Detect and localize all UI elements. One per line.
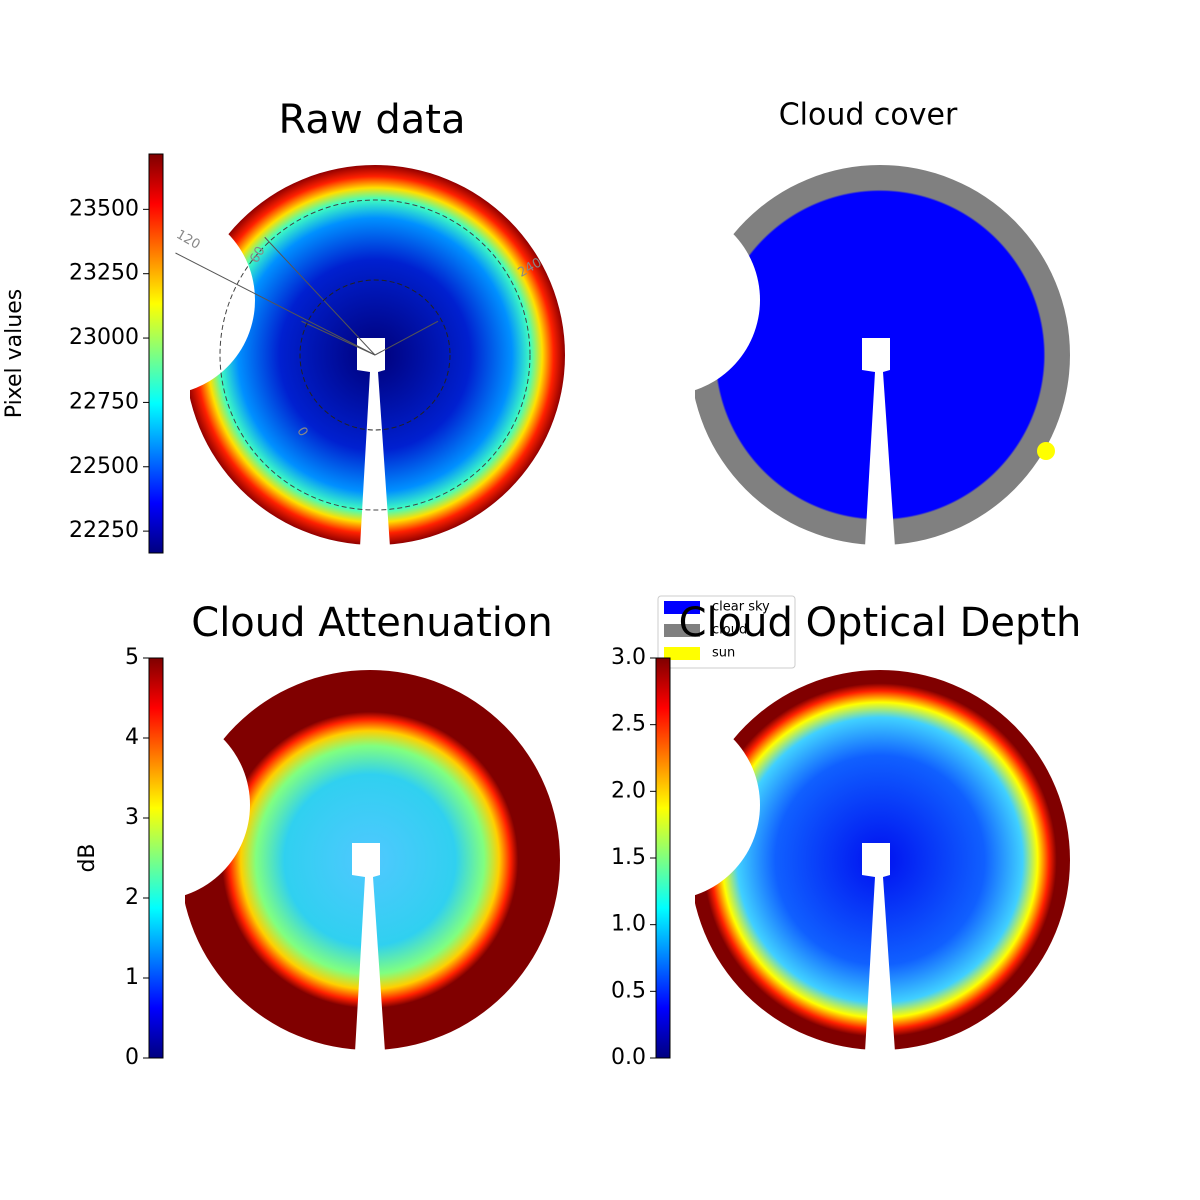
mast [862, 338, 895, 547]
mast [862, 843, 895, 1052]
polar-axis [301, 320, 376, 356]
mask [570, 205, 760, 395]
panel-title: Cloud Attenuation [191, 600, 552, 646]
legend-label: cloud [712, 623, 747, 638]
colorbar [148, 657, 164, 1059]
panel-title: Raw data [279, 97, 466, 143]
colorbar-tick-label: 0.0 [611, 1045, 646, 1070]
colorbar-tick-label: 22750 [69, 389, 139, 414]
legend-label: clear sky [712, 600, 770, 615]
sky-panel [65, 165, 565, 555]
mast [357, 338, 390, 547]
panel-title: Cloud Optical Depth [679, 600, 1082, 646]
colorbar-tick-label: 2.0 [611, 778, 646, 803]
colorbar-tick-label: 1.0 [611, 912, 646, 937]
polar-ring [219, 199, 531, 511]
mast [352, 843, 385, 1052]
colorbar-tick-label: 0.5 [611, 978, 646, 1003]
colorbar-tick-label: 3.0 [611, 645, 646, 670]
polar-label: 60 [247, 244, 268, 266]
colorbar-tick-label: 0 [125, 1045, 139, 1070]
colorbar-tick-label: 22250 [69, 518, 139, 543]
polar-axis [175, 252, 376, 356]
polar-ring [299, 279, 451, 431]
polar-axis [264, 236, 376, 356]
colorbar-tick-label: 23500 [69, 196, 139, 221]
mask [110, 880, 185, 1060]
sky-panel [570, 165, 1070, 555]
colorbar-label: dB [75, 843, 100, 872]
colorbar [655, 657, 671, 1059]
colorbar-tick-label: 3 [125, 805, 139, 830]
colorbar [148, 153, 164, 554]
mask [620, 375, 695, 555]
colorbar-tick-label: 2 [125, 885, 139, 910]
legend-patch [664, 601, 700, 614]
legend-patch [664, 647, 700, 660]
panel-title: Cloud cover [779, 98, 958, 133]
colorbar-tick-label: 22500 [69, 454, 139, 479]
colorbar-tick-label: 23000 [69, 325, 139, 350]
polar-axis [374, 320, 439, 356]
colorbar-tick-label: 5 [125, 645, 139, 670]
colorbar-tick-label: 1 [125, 965, 139, 990]
colorbar-label: Pixel values [2, 289, 27, 418]
colorbar-tick-label: 4 [125, 725, 139, 750]
legend-label: sun [712, 646, 735, 661]
colorbar-tick-label: 2.5 [611, 712, 646, 737]
colorbar-tick-label: 1.5 [611, 845, 646, 870]
colorbar-tick-label: 23250 [69, 261, 139, 286]
sun [1037, 442, 1055, 460]
legend-patch [664, 624, 700, 637]
